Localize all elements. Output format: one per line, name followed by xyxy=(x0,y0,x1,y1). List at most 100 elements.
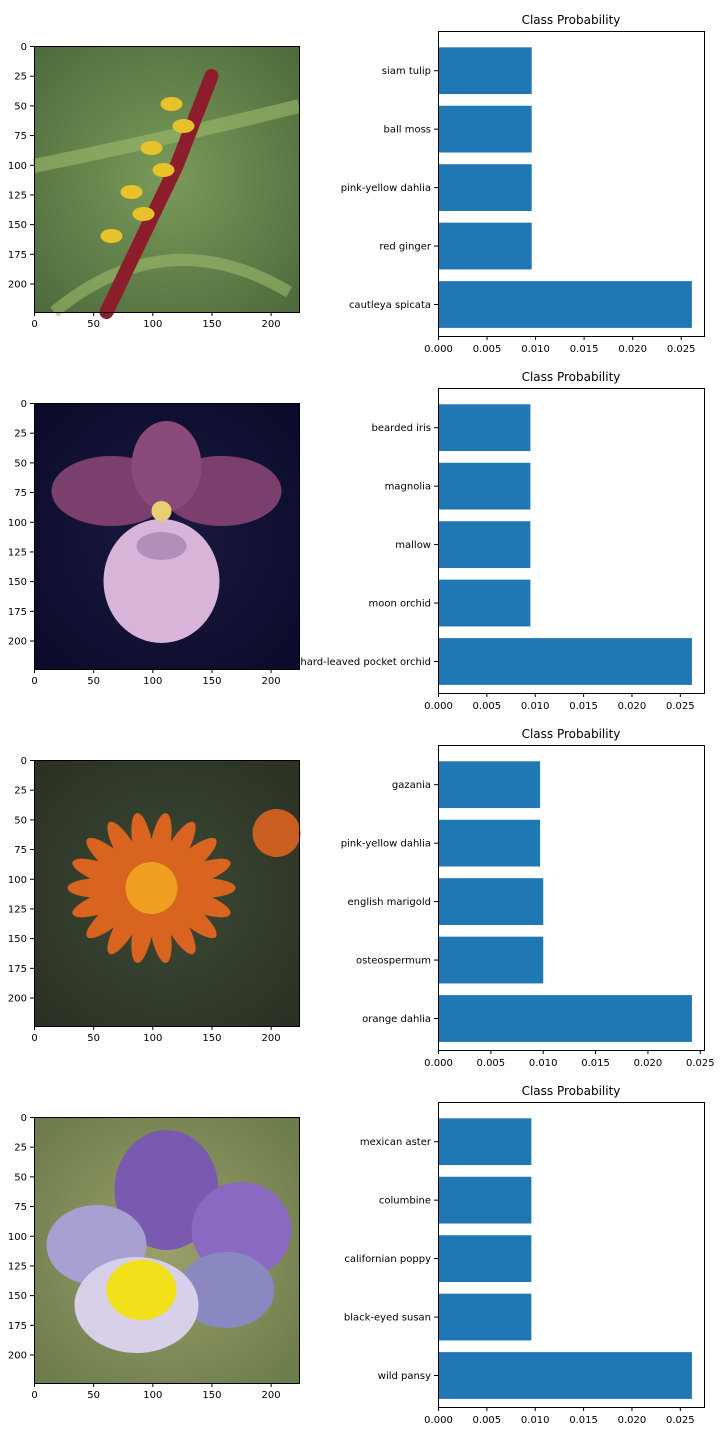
image-ytick-label: 100 xyxy=(8,875,27,886)
image-ytick-label: 0 xyxy=(21,42,27,53)
category-label: californian poppy xyxy=(344,1254,431,1265)
image-ytick-label: 100 xyxy=(8,518,27,529)
image-xtick-label: 50 xyxy=(87,1033,100,1044)
image-xtick-label: 50 xyxy=(87,1390,100,1401)
image-ytick-label: 75 xyxy=(14,1202,27,1213)
xtick-label: 0.015 xyxy=(569,1415,598,1426)
image-ytick-label: 75 xyxy=(14,131,27,142)
xtick-label: 0.000 xyxy=(424,1415,453,1426)
bar xyxy=(438,281,692,328)
category-label: bearded iris xyxy=(372,423,431,434)
image-ytick-label: 0 xyxy=(21,756,27,767)
xtick-label: 0.005 xyxy=(473,701,502,712)
image-ytick-label: 50 xyxy=(14,815,27,826)
bar-axes-frame xyxy=(438,745,705,1051)
xtick-label: 0.000 xyxy=(424,1058,453,1069)
xtick-label: 0.000 xyxy=(424,701,453,712)
category-label: cautleya spicata xyxy=(349,300,431,311)
image-axes-frame xyxy=(34,1117,300,1384)
image-ytick-label: 25 xyxy=(14,1143,27,1154)
image-ytick-label: 25 xyxy=(14,72,27,83)
image-xtick-label: 100 xyxy=(143,1033,162,1044)
category-label: hard-leaved pocket orchid xyxy=(300,657,431,668)
image-xtick-label: 200 xyxy=(262,1033,281,1044)
xtick-label: 0.020 xyxy=(618,701,647,712)
image-ytick-label: 200 xyxy=(8,1351,27,1362)
hard-leaved-pocket-orchid-photo xyxy=(34,403,299,669)
image-xtick-label: 100 xyxy=(143,1390,162,1401)
category-label: wild pansy xyxy=(378,1371,431,1382)
panel-svg: 0 50 100 150 200 0 25 50 75 100 125 150 175 200 Class … xyxy=(8,727,715,1069)
panel-svg: 0 50 100 150 200 0 25 50 75 100 125 150 175 200 Class … xyxy=(8,13,705,355)
image-ytick-label: 175 xyxy=(8,1321,27,1332)
bar xyxy=(438,579,531,627)
bar xyxy=(438,222,532,270)
bar xyxy=(438,936,544,984)
xtick-label: 0.015 xyxy=(569,701,598,712)
bar-axes-frame xyxy=(438,388,705,694)
image-ytick-label: 50 xyxy=(14,458,27,469)
image-axes-frame xyxy=(34,403,300,670)
image-ytick-label: 100 xyxy=(8,1232,27,1243)
xtick-label: 0.020 xyxy=(618,344,647,355)
category-label: ball moss xyxy=(384,125,432,136)
image-xtick-label: 150 xyxy=(202,1033,221,1044)
category-label: magnolia xyxy=(385,482,431,493)
image-ytick-label: 175 xyxy=(8,250,27,261)
image-ytick-label: 200 xyxy=(8,280,27,291)
orange-dahlia-photo xyxy=(34,760,301,1026)
bar xyxy=(438,462,531,510)
image-ytick-label: 100 xyxy=(8,161,27,172)
image-xtick-label: 50 xyxy=(87,676,100,687)
panel-svg: 0 50 100 150 200 0 25 50 75 100 125 150 175 200 Class … xyxy=(8,370,705,712)
bar xyxy=(438,1352,692,1399)
xtick-label: 0.000 xyxy=(424,344,453,355)
bar xyxy=(438,1176,532,1224)
xtick-label: 0.010 xyxy=(521,701,550,712)
image-ytick-label: 150 xyxy=(8,934,27,945)
image-ytick-label: 200 xyxy=(8,637,27,648)
bar xyxy=(438,47,532,95)
bar xyxy=(438,521,531,568)
category-label: moon orchid xyxy=(369,599,431,610)
category-label: orange dahlia xyxy=(362,1014,431,1025)
image-xtick-label: 0 xyxy=(31,676,37,687)
image-ytick-label: 0 xyxy=(21,1113,27,1124)
bar xyxy=(438,638,692,685)
category-label: black-eyed susan xyxy=(344,1313,431,1324)
wild-pansy-photo xyxy=(34,1117,299,1383)
image-xtick-label: 50 xyxy=(87,319,100,330)
category-label: english marigold xyxy=(348,897,431,908)
image-xtick-label: 150 xyxy=(202,319,221,330)
xtick-label: 0.010 xyxy=(529,1058,558,1069)
image-ytick-label: 25 xyxy=(14,786,27,797)
image-axes-frame xyxy=(34,46,300,313)
xtick-label: 0.025 xyxy=(686,1058,715,1069)
image-ytick-label: 175 xyxy=(8,607,27,618)
bar xyxy=(438,164,532,211)
image-ytick-label: 25 xyxy=(14,429,27,440)
xtick-label: 0.005 xyxy=(473,1415,502,1426)
bar xyxy=(438,878,544,925)
image-ytick-label: 175 xyxy=(8,964,27,975)
chart-title: Class Probability xyxy=(522,13,621,27)
category-label: osteospermum xyxy=(356,956,431,967)
bar xyxy=(438,995,692,1042)
bar-axes-frame xyxy=(438,31,705,337)
bar xyxy=(438,1293,532,1341)
xtick-label: 0.020 xyxy=(618,1415,647,1426)
image-ytick-label: 125 xyxy=(8,190,27,201)
bar xyxy=(438,404,531,452)
image-ytick-label: 150 xyxy=(8,220,27,231)
xtick-label: 0.020 xyxy=(634,1058,663,1069)
image-xtick-label: 150 xyxy=(202,1390,221,1401)
category-label: pink-yellow dahlia xyxy=(341,183,431,194)
xtick-label: 0.025 xyxy=(667,344,696,355)
xtick-label: 0.010 xyxy=(521,344,550,355)
category-label: gazania xyxy=(392,780,431,791)
image-xtick-label: 100 xyxy=(143,319,162,330)
category-label: red ginger xyxy=(379,242,432,253)
image-ytick-label: 50 xyxy=(14,1172,27,1183)
xtick-label: 0.025 xyxy=(666,1415,695,1426)
image-axes-frame xyxy=(34,760,300,1027)
